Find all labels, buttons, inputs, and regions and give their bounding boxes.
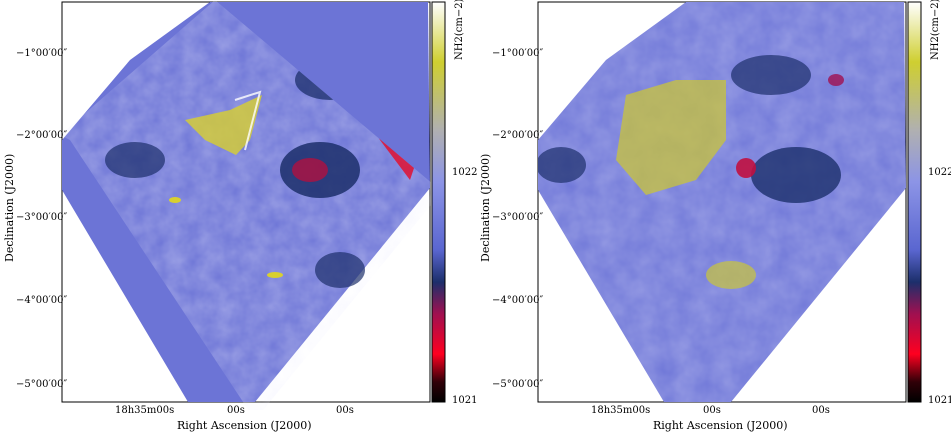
left-yellow-spot (169, 197, 181, 203)
right-x-tick-3: 00s (812, 405, 830, 416)
left-map-figure (60, 0, 446, 410)
right-map-panel: NH2(cm−2) 1022 1021 Declination (J2000) … (476, 0, 951, 433)
right-colorbar-tick-low: 1021 (928, 395, 951, 406)
right-colorbar (907, 1, 922, 403)
left-colorbar-tick-high: 1022 (452, 167, 478, 178)
left-x-axis-label: Right Ascension (J2000) (177, 419, 312, 432)
left-x-tick-3: 00s (336, 405, 354, 416)
right-y-tick-5: −5°00′00″ (492, 379, 544, 390)
left-y-tick-3: −3°00′00″ (16, 212, 68, 223)
left-low-region-3 (105, 142, 165, 178)
left-y-axis-label: Declination (J2000) (3, 153, 16, 262)
left-colorbar-tick-low: 1021 (452, 395, 478, 406)
left-map-panel: NH2(cm−2) 1022 1021 Declination (J2000) … (0, 0, 478, 433)
right-y-axis-label: Declination (J2000) (479, 153, 492, 262)
left-y-tick-4: −4°00′00″ (16, 295, 68, 306)
left-x-tick-1: 18h35m00s (115, 405, 175, 416)
right-yellow-region (616, 80, 726, 195)
right-x-tick-2: 00s (703, 405, 721, 416)
right-low-region-3 (538, 147, 586, 183)
right-low-region-1 (751, 147, 841, 203)
left-bright-filament (234, 90, 262, 151)
right-red-spot (828, 74, 844, 86)
right-colorbar-tick-high: 1022 (928, 167, 951, 178)
left-yellow-spot-2 (267, 272, 283, 278)
right-map-figure (537, 1, 922, 403)
left-yellow-ridge (185, 95, 262, 155)
right-y-tick-2: −2°00′00″ (492, 130, 544, 141)
right-low-region-2 (731, 55, 811, 95)
left-y-tick-2: −2°00′00″ (16, 130, 68, 141)
left-x-tick-2: 00s (227, 405, 245, 416)
right-y-tick-1: −1°00′00″ (492, 48, 544, 59)
left-y-tick-5: −5°00′00″ (16, 379, 68, 390)
right-x-tick-1: 18h35m00s (591, 405, 651, 416)
right-colorbar-title: NH2(cm−2) (930, 0, 941, 60)
left-colorbar-title: NH2(cm−2) (454, 0, 465, 60)
right-y-tick-4: −4°00′00″ (492, 295, 544, 306)
left-low-region-4 (315, 252, 365, 288)
left-y-tick-1: −1°00′00″ (16, 48, 68, 59)
right-red-clump (736, 158, 756, 178)
left-red-clump (292, 158, 328, 182)
right-x-axis-label: Right Ascension (J2000) (653, 419, 788, 432)
left-colorbar (431, 1, 446, 403)
right-yellow-source (706, 261, 756, 289)
right-y-tick-3: −3°00′00″ (492, 212, 544, 223)
